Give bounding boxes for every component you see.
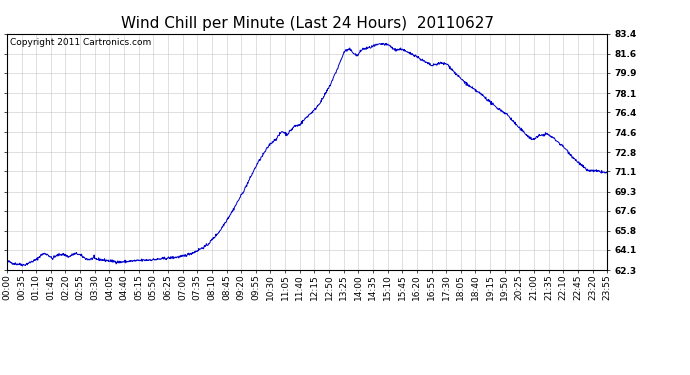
Title: Wind Chill per Minute (Last 24 Hours)  20110627: Wind Chill per Minute (Last 24 Hours) 20… [121, 16, 493, 31]
Text: Copyright 2011 Cartronics.com: Copyright 2011 Cartronics.com [10, 39, 151, 48]
